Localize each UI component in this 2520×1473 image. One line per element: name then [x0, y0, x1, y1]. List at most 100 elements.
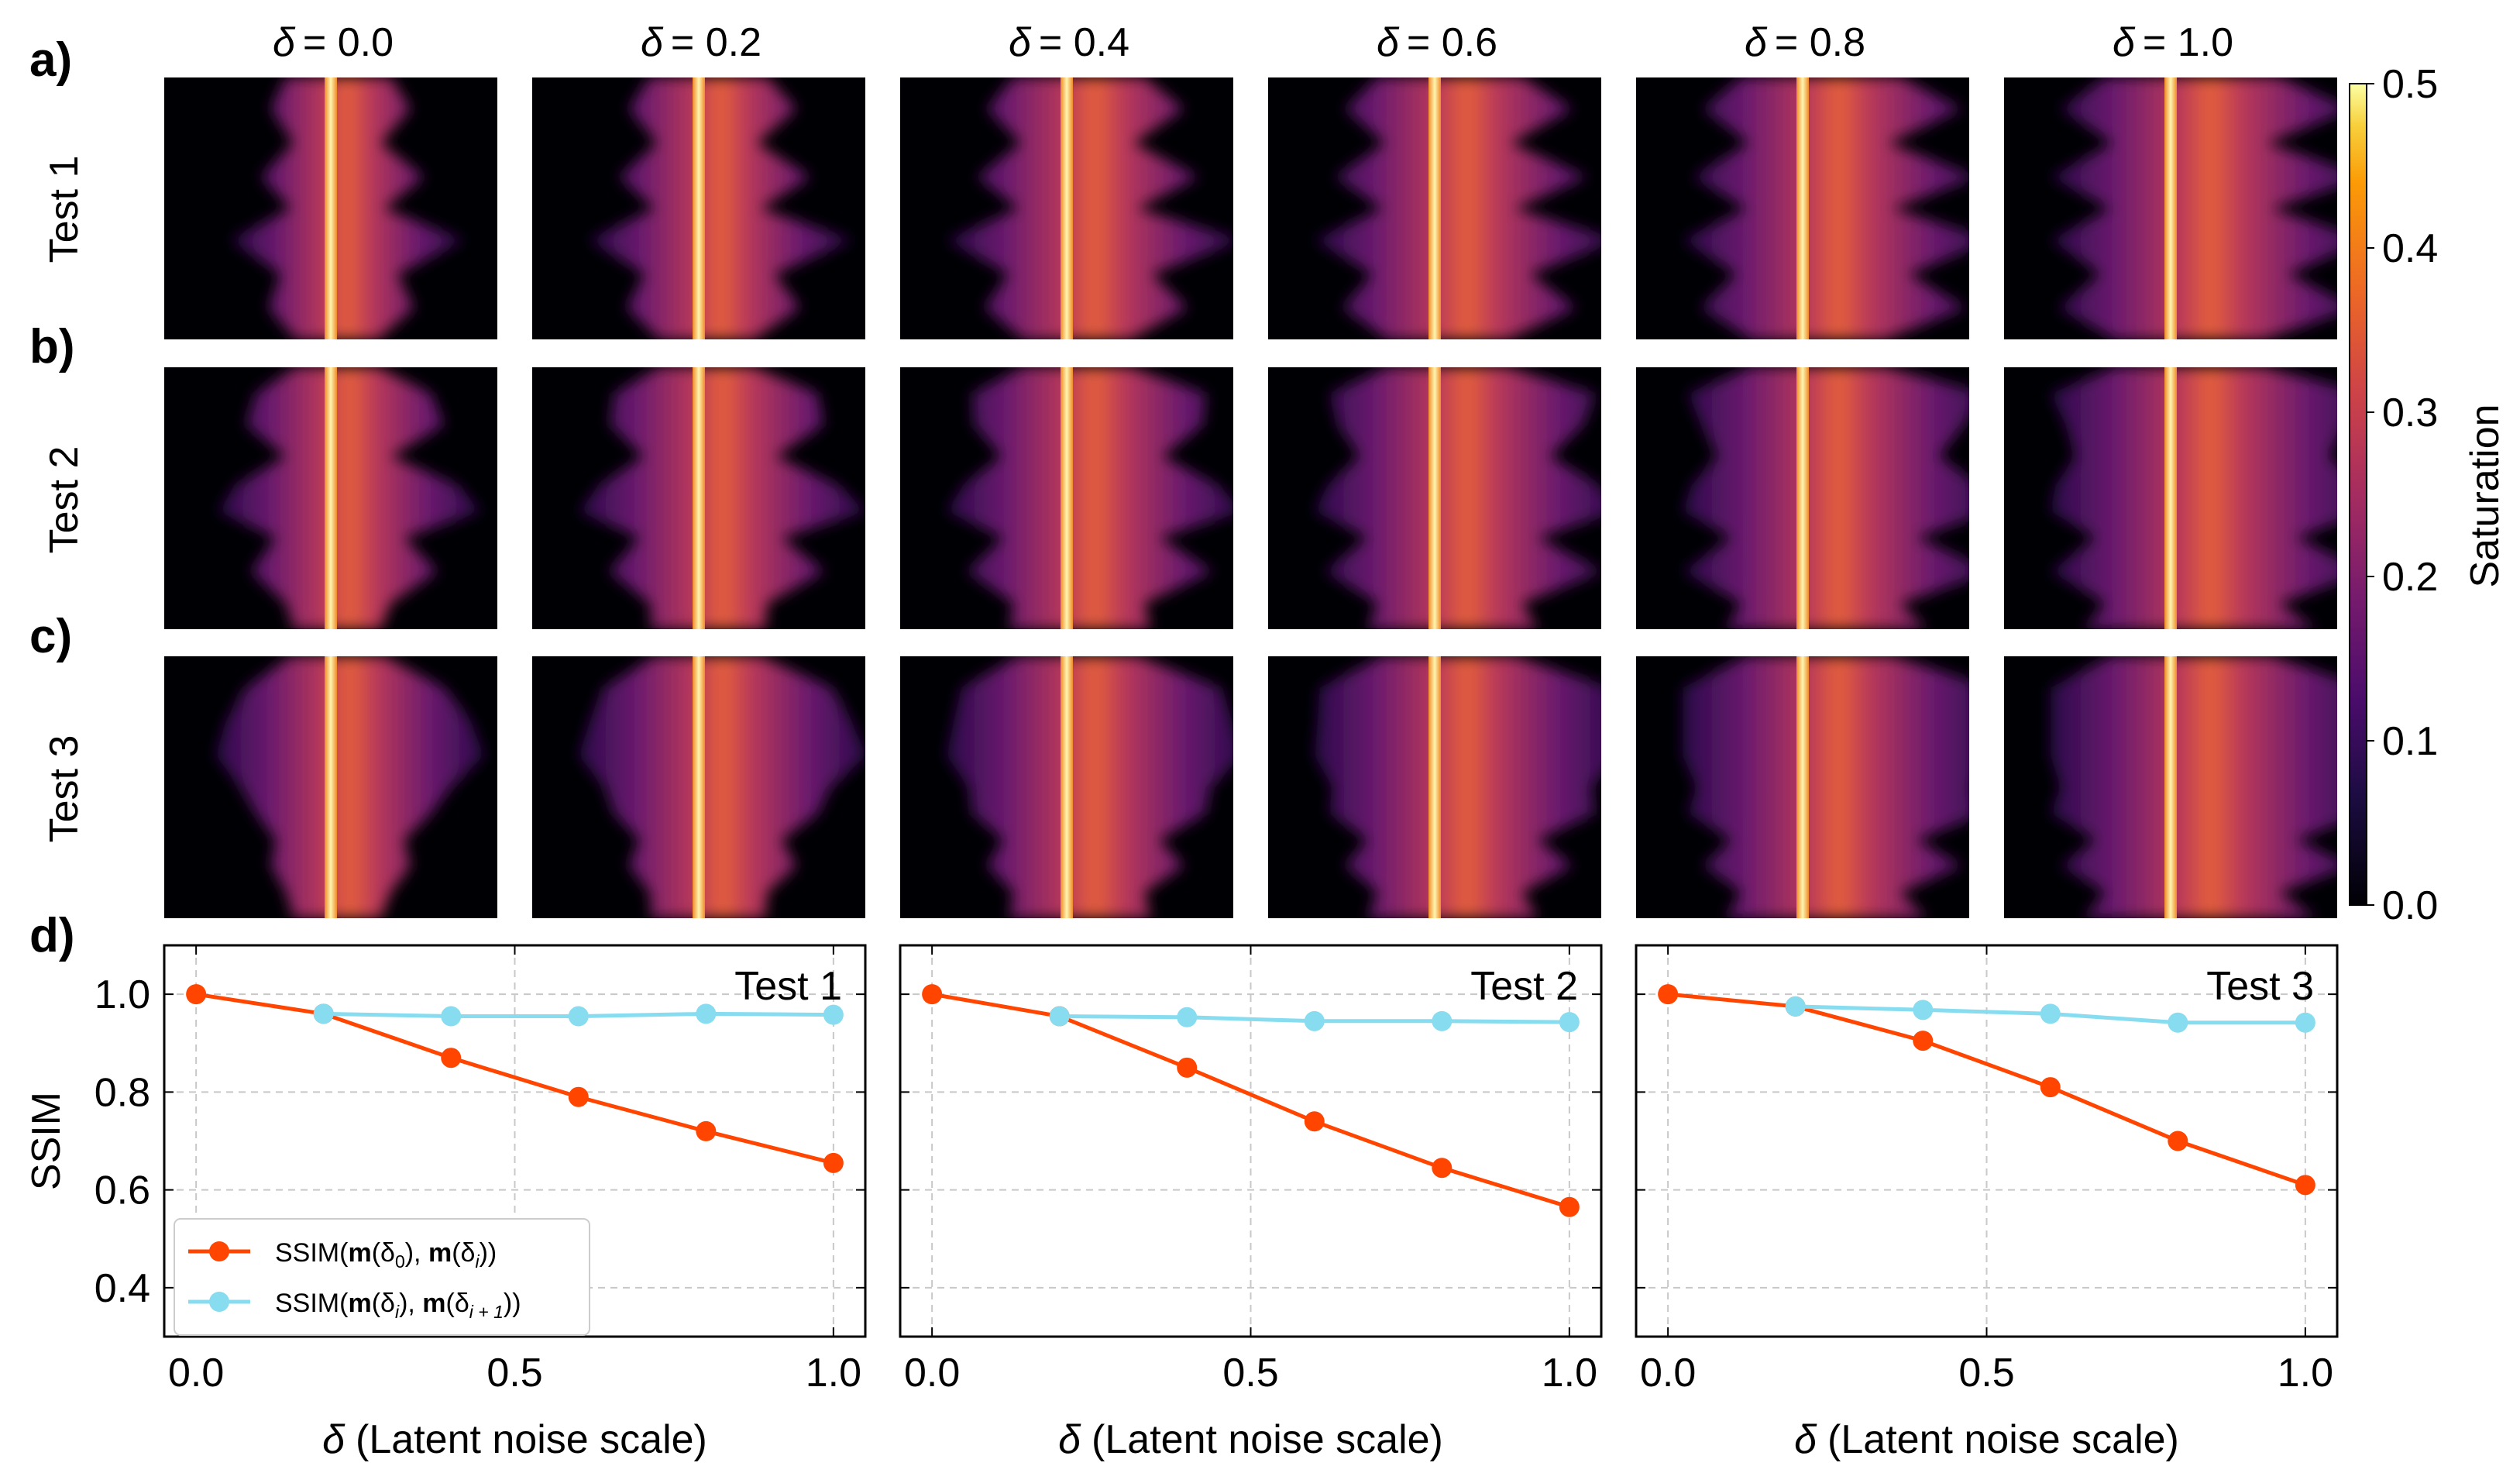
- y-tick-label: 0.4: [95, 1266, 150, 1311]
- injection-well: [2164, 77, 2177, 339]
- data-point: [1913, 1031, 1934, 1051]
- heatmap-test3-col5: [2004, 656, 2337, 918]
- injection-well: [2164, 656, 2177, 918]
- data-point: [1432, 1158, 1453, 1179]
- data-point: [441, 1006, 462, 1027]
- data-point: [1177, 1057, 1198, 1078]
- data-point: [2295, 1175, 2315, 1196]
- heatmap-test1-col2: [900, 77, 1233, 339]
- injection-well: [1796, 367, 1809, 629]
- colorbar-tick-label: 0.2: [2382, 555, 2438, 600]
- data-point: [2295, 1012, 2315, 1033]
- x-tick-label: 1.0: [806, 1351, 861, 1396]
- data-point: [2168, 1131, 2188, 1151]
- plume: [1683, 367, 1969, 629]
- plume: [2051, 367, 2337, 629]
- legend: SSIM(m(δ0), m(δi)) SSIM(m(δi), m(δi + 1)…: [174, 1218, 590, 1336]
- heatmap-test3-col2: [900, 656, 1233, 918]
- column-headers: δ = 0.0 δ = 0.2 δ = 0.4 δ = 0.6 δ = 0.8 δ = 1.…: [273, 20, 2233, 65]
- plume: [589, 77, 853, 339]
- plume: [579, 656, 865, 918]
- row-label-test-3: Test 3: [42, 735, 87, 843]
- data-point: [1559, 1012, 1580, 1033]
- x-tick-label: 0.0: [1640, 1351, 1696, 1396]
- plume-body: [2051, 367, 2337, 629]
- heatmap-test2-col0: [164, 367, 497, 629]
- x-axis-label: δ (Latent noise scale): [322, 1417, 707, 1462]
- injection-well: [325, 367, 337, 629]
- data-point: [1304, 1111, 1325, 1132]
- data-point: [823, 1152, 844, 1173]
- plume-body: [1315, 656, 1601, 918]
- heatmap-test2-col3: [1268, 367, 1601, 629]
- injection-well: [1061, 656, 1073, 918]
- data-point: [568, 1086, 589, 1107]
- data-point: [1049, 1006, 1070, 1027]
- injection-well: [1796, 77, 1809, 339]
- colorbar-ticks: 0.0 0.1 0.2 0.3 0.4 0.5: [2367, 62, 2438, 928]
- data-point: [1177, 1007, 1198, 1027]
- data-point: [696, 1003, 717, 1024]
- plume-body: [947, 367, 1233, 629]
- plume: [1683, 77, 1969, 339]
- injection-well: [693, 367, 705, 629]
- colorbar-tick-label: 0.3: [2382, 391, 2438, 435]
- injection-well: [1428, 77, 1441, 339]
- chart-title: Test 1: [734, 964, 842, 1009]
- plume: [947, 77, 1233, 339]
- heatmap-test3-col0: [164, 656, 497, 918]
- data-point: [1432, 1010, 1453, 1031]
- data-point: [823, 1004, 844, 1025]
- colorbar-tick-label: 0.0: [2382, 883, 2438, 928]
- series-line-0: [195, 992, 834, 1165]
- column-header-5: δ = 1.0: [2113, 20, 2233, 65]
- plume: [2051, 656, 2337, 918]
- legend-swatch-marker-0: [209, 1241, 229, 1261]
- column-header-4: δ = 0.8: [1745, 20, 1865, 65]
- data-point: [696, 1120, 717, 1141]
- data-point: [1658, 984, 1679, 1005]
- plume: [947, 656, 1233, 918]
- chart-0: 0.0 0.5 1.0 0.4 0.6 0.8 1.0 Test 1 δ (Latent nois…: [24, 944, 867, 1462]
- plume-body: [215, 656, 484, 918]
- heatmap-test1-col1: [532, 77, 865, 339]
- ssim-charts: 0.0 0.5 1.0 0.4 0.6 0.8 1.0 Test 1 δ (Latent nois…: [24, 944, 2339, 1462]
- colorbar-tick-label: 0.4: [2382, 226, 2438, 271]
- injection-well: [1061, 77, 1073, 339]
- y-tick-label: 0.6: [95, 1168, 150, 1213]
- plume: [947, 367, 1233, 629]
- panel-label-a: a): [29, 33, 72, 87]
- panel-label-b: b): [29, 320, 75, 373]
- plume: [1315, 367, 1601, 629]
- y-axis-label: SSIM: [24, 1092, 69, 1190]
- x-tick-label: 0.5: [1958, 1351, 2014, 1396]
- injection-well: [1796, 656, 1809, 918]
- legend-swatch-marker-1: [209, 1292, 229, 1312]
- heatmap-test1-col3: [1268, 77, 1601, 339]
- x-tick-label: 1.0: [1542, 1351, 1597, 1396]
- y-tick-label: 0.8: [95, 1070, 150, 1115]
- injection-well: [1428, 656, 1441, 918]
- column-header-2: δ = 0.4: [1009, 20, 1129, 65]
- heatmap-test2-col2: [900, 367, 1233, 629]
- chart-title: Test 3: [2206, 964, 2314, 1009]
- panel-label-c: c): [29, 610, 72, 663]
- injection-well: [1428, 367, 1441, 629]
- heatmap-test3-col4: [1636, 656, 1969, 918]
- x-tick-label: 0.5: [486, 1351, 542, 1396]
- plume-body: [218, 367, 481, 629]
- legend-label-1: SSIM(m(δi), m(δi + 1)): [275, 1289, 521, 1322]
- colorbar-tick-label: 0.5: [2382, 62, 2438, 107]
- column-header-3: δ = 0.6: [1377, 20, 1497, 65]
- plume-body: [579, 367, 865, 629]
- plume: [1683, 656, 1969, 918]
- colorbar: 0.0 0.1 0.2 0.3 0.4 0.5 Saturation: [2349, 62, 2508, 928]
- plume-body: [579, 656, 865, 918]
- data-point: [1304, 1010, 1325, 1031]
- plume-body: [1683, 656, 1969, 918]
- legend-label-0: SSIM(m(δ0), m(δi)): [275, 1238, 497, 1272]
- plume-body: [947, 77, 1233, 339]
- injection-well: [325, 77, 337, 339]
- x-tick-label: 0.5: [1222, 1351, 1278, 1396]
